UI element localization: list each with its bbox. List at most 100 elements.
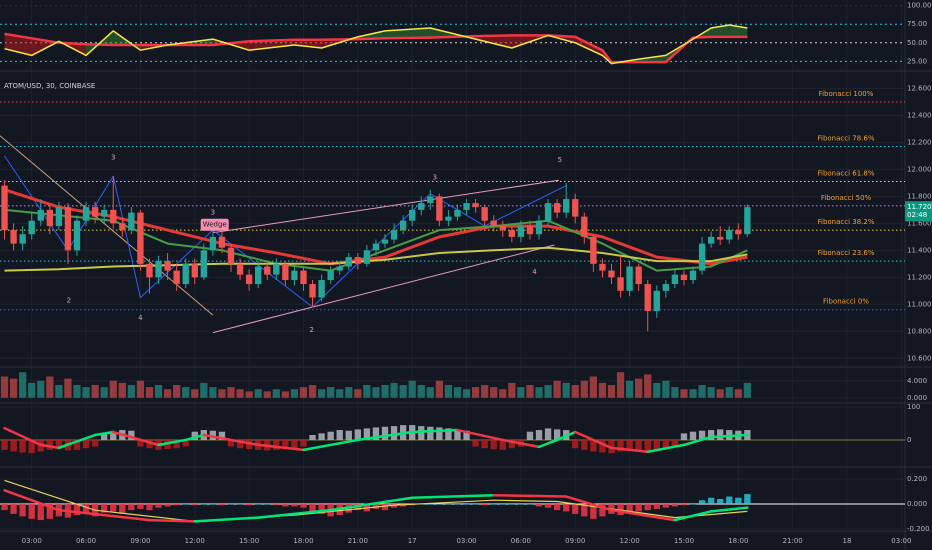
histogram-bar xyxy=(318,433,325,440)
histogram-bar xyxy=(191,503,198,506)
candle-body xyxy=(146,263,153,278)
y-tick-label: 11.400 xyxy=(907,246,932,254)
x-tick-label: 12:00 xyxy=(185,537,205,545)
indicator-segment xyxy=(3,426,43,447)
moving-average xyxy=(4,246,748,272)
indicator-segment xyxy=(410,494,495,500)
fib-label: Fibonacci 0% xyxy=(823,298,869,306)
histogram-bar xyxy=(617,503,624,516)
candle-body xyxy=(563,199,570,213)
candle-body xyxy=(472,203,479,208)
histogram-bar xyxy=(128,430,135,440)
candle-body xyxy=(46,209,53,227)
candle-body xyxy=(255,266,262,285)
volume-bar xyxy=(490,387,498,398)
histogram-bar xyxy=(119,503,126,514)
volume-bar xyxy=(163,389,172,398)
y-tick-label: 11.200 xyxy=(907,273,932,281)
histogram-bar xyxy=(427,426,434,440)
fib-label: Fibonacci 23.6% xyxy=(817,249,874,257)
candle-body xyxy=(363,250,371,264)
candle-body xyxy=(64,207,72,251)
histogram-bar xyxy=(10,439,17,452)
indicator-segment xyxy=(193,516,260,523)
histogram-bar xyxy=(508,503,516,505)
candle-body xyxy=(327,270,334,281)
x-tick-label: 09:00 xyxy=(130,537,150,545)
histogram-bar xyxy=(372,427,380,440)
volume-bar xyxy=(263,391,271,398)
histogram-bar xyxy=(680,503,688,506)
candle-body xyxy=(608,270,615,278)
histogram-bar xyxy=(137,503,144,509)
histogram-bar xyxy=(300,503,307,508)
volume-bar xyxy=(191,389,199,398)
histogram-bar xyxy=(218,431,226,440)
volume-bar xyxy=(236,389,244,398)
histogram-bar xyxy=(436,427,443,440)
volume-bar xyxy=(336,389,344,398)
histogram-bar xyxy=(363,428,371,440)
x-tick-label: 15:00 xyxy=(239,537,259,545)
y-tick-label: 11.800 xyxy=(907,192,932,200)
volume-bar xyxy=(281,391,289,398)
volume-bar xyxy=(535,387,543,398)
y-tick-label: 10.800 xyxy=(907,327,932,335)
histogram-bar xyxy=(37,503,44,521)
candle-body xyxy=(590,236,597,264)
candle-body xyxy=(427,196,434,204)
volume-bar xyxy=(209,387,217,398)
candle-body xyxy=(409,209,416,221)
histogram-bar xyxy=(472,503,479,505)
candle-body xyxy=(110,209,117,224)
histogram-bar xyxy=(463,430,470,440)
histogram-bar xyxy=(726,496,733,504)
band-fill xyxy=(249,39,295,51)
volume-bar xyxy=(173,385,181,398)
y-tick-label: 11.000 xyxy=(907,300,932,308)
histogram-bar xyxy=(273,439,280,450)
volume-bar xyxy=(743,382,751,398)
histogram-bar xyxy=(490,439,497,450)
x-tick-label: 18 xyxy=(843,537,852,545)
volume-bar xyxy=(327,387,335,398)
histogram-bar xyxy=(19,439,26,453)
histogram-bar xyxy=(508,439,516,449)
histogram-bar xyxy=(218,503,226,506)
indicator-segment xyxy=(57,508,151,522)
y-tick-label: 4.000 xyxy=(907,377,927,385)
histogram-bar xyxy=(46,439,53,450)
x-tick-label: 18:00 xyxy=(728,537,748,545)
volume-bar xyxy=(254,389,262,398)
volume-bar xyxy=(64,378,72,398)
histogram-bar xyxy=(635,439,642,451)
histogram-bar xyxy=(653,439,660,450)
volume-bar xyxy=(345,387,353,398)
fib-label: Fibonacci 50% xyxy=(821,194,872,202)
histogram-bar xyxy=(345,430,352,440)
histogram-bar xyxy=(101,503,108,513)
oscillator-line xyxy=(4,24,748,65)
candle-body xyxy=(336,266,343,271)
annotation: 3 xyxy=(111,153,115,161)
y-tick-label: 75.00 xyxy=(907,20,927,28)
candle-body xyxy=(91,207,99,217)
histogram-bar xyxy=(19,503,26,517)
candle-body xyxy=(372,243,380,251)
candle-body xyxy=(1,185,8,231)
y-tick-label: 12.200 xyxy=(907,138,932,146)
x-tick-label: 12:00 xyxy=(620,537,640,545)
volume-bar xyxy=(680,389,688,398)
histogram-bar xyxy=(744,494,751,504)
candle-body xyxy=(264,266,271,275)
x-tick-label: 21:00 xyxy=(783,537,803,545)
histogram-bar xyxy=(572,439,579,449)
histogram-bar xyxy=(209,430,217,440)
volume-bar xyxy=(553,380,561,398)
candle-body xyxy=(73,220,81,251)
histogram-bar xyxy=(689,431,697,440)
candle-body xyxy=(381,239,389,244)
histogram-bar xyxy=(544,428,552,440)
histogram-bar xyxy=(445,503,452,505)
